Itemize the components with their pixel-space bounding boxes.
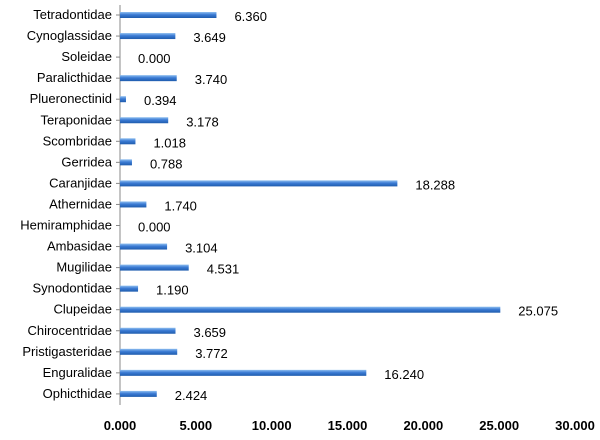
category-label: Enguralidae (43, 365, 112, 380)
category-label: Ophicthidae (43, 386, 112, 401)
x-tick-label: 25.000 (479, 418, 519, 433)
value-label: 0.394 (144, 93, 177, 108)
bar-clupeidae (120, 306, 501, 313)
category-label: Hemiramphidae (20, 218, 112, 233)
value-label: 3.740 (195, 72, 228, 87)
category-label: Mugilidae (56, 260, 112, 275)
value-label: 6.360 (234, 9, 267, 24)
value-label: 3.178 (186, 114, 219, 129)
bar-mugilidae (120, 264, 189, 271)
value-label: 0.000 (138, 51, 171, 66)
category-label: Gerridea (61, 154, 112, 169)
bar-plueronectinid (120, 96, 126, 103)
category-label: Scombridae (43, 133, 112, 148)
category-label: Plueronectinid (30, 91, 112, 106)
category-label: Athernidae (49, 196, 112, 211)
bar-scombridae (120, 138, 136, 145)
x-tick-labels: 0.000 5.000 10.000 15.000 20.000 25.000 30.000 (104, 418, 595, 433)
value-label: 0.788 (150, 156, 183, 171)
axis-layer (116, 5, 121, 405)
category-labels: Tetradontidae Cynoglassidae Soleidae Parali… (20, 7, 113, 401)
bar-tetradontidae (120, 12, 217, 18)
bar-paralicthidae (120, 75, 177, 82)
bar-teraponidae (120, 117, 169, 124)
category-label: Ambasidae (47, 239, 112, 254)
value-label: 18.288 (415, 177, 455, 192)
x-tick-label: 10.000 (252, 418, 292, 433)
value-label: 3.772 (195, 346, 228, 361)
bar-synodontidae (120, 285, 139, 292)
x-tick-label: 30.000 (555, 418, 595, 433)
bar-gerridea (120, 159, 132, 166)
bars-layer (120, 12, 501, 397)
category-label: Teraponidae (40, 112, 112, 127)
category-label: Chirocentridae (27, 323, 112, 338)
value-label: 25.075 (518, 304, 558, 319)
x-tick-label: 0.000 (104, 418, 137, 433)
value-label: 3.659 (193, 325, 226, 340)
category-label: Caranjidae (49, 175, 112, 190)
value-label: 0.000 (138, 220, 171, 235)
bar-ambasidae (120, 243, 168, 250)
category-label: Cynoglassidae (27, 28, 112, 43)
category-label: Pristigasteridae (22, 344, 112, 359)
value-label: 4.531 (207, 262, 240, 277)
value-label: 1.018 (153, 135, 186, 150)
bar-ophicthidae (120, 390, 157, 397)
x-tick-label: 20.000 (403, 418, 443, 433)
category-label: Paralicthidae (37, 70, 112, 85)
bar-cynoglassidae (120, 33, 176, 40)
category-label: Synodontidae (32, 281, 112, 296)
bar-enguralidae (120, 369, 367, 376)
x-tick-label: 15.000 (328, 418, 368, 433)
value-label: 1.740 (164, 198, 197, 213)
category-label: Tetradontidae (33, 7, 112, 22)
value-label: 1.190 (156, 283, 189, 298)
bar-caranjidae (120, 180, 398, 187)
bar-pristigasteridae (120, 348, 178, 355)
value-label: 16.240 (384, 367, 424, 382)
bar-chirocentridae (120, 327, 176, 334)
category-label: Clupeidae (53, 302, 112, 317)
category-label: Soleidae (61, 49, 112, 64)
x-tick-label: 5.000 (180, 418, 213, 433)
value-label: 3.104 (185, 241, 218, 256)
bar-athernidae (120, 201, 147, 208)
value-label: 3.649 (193, 30, 226, 45)
value-label: 2.424 (175, 388, 208, 403)
